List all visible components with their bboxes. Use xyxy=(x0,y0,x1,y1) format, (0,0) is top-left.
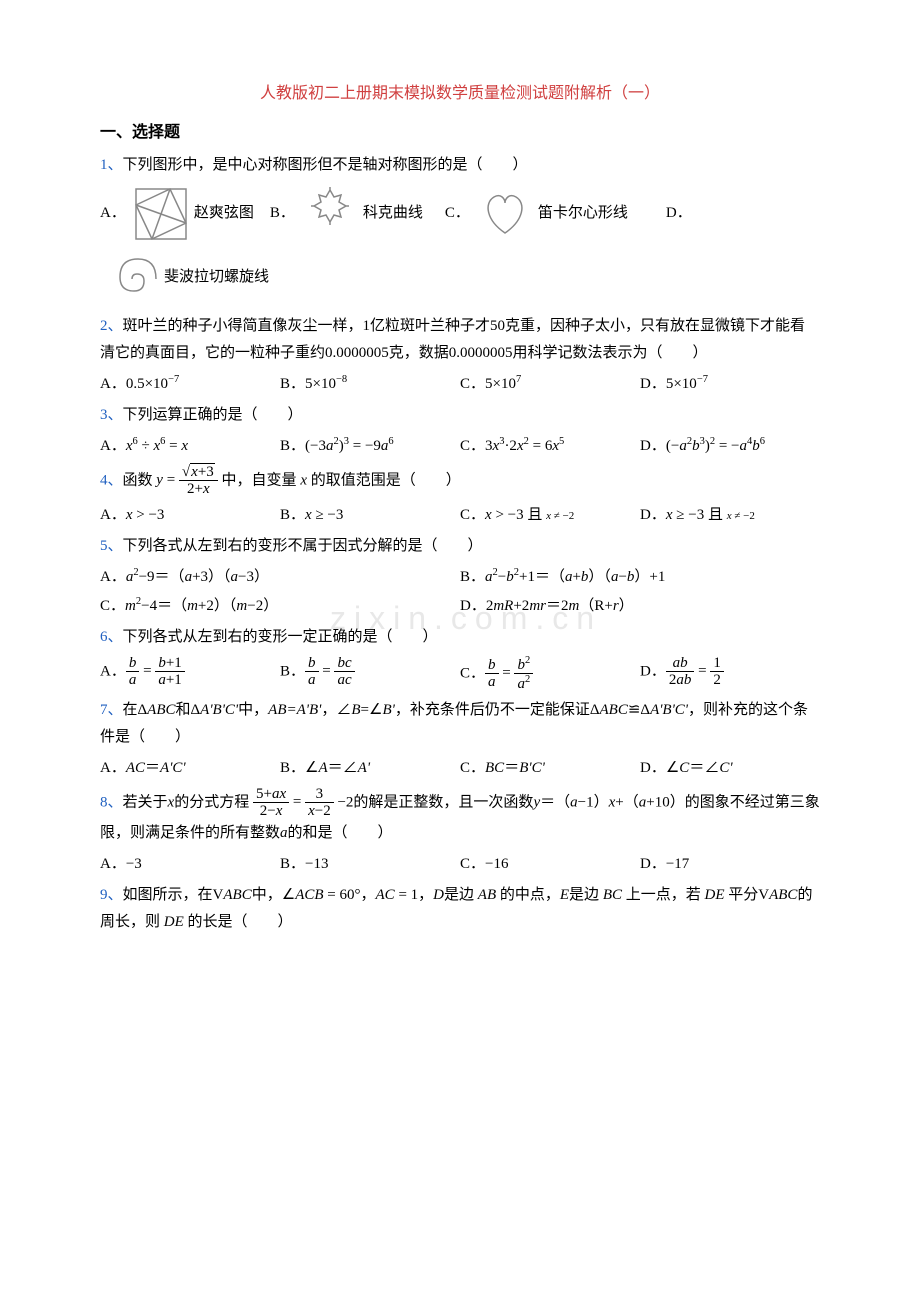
opt-a: A．x > −3 xyxy=(100,502,280,529)
q4-expr: y = √x+32+x xyxy=(156,472,218,488)
opt-d: D．2mR+2mr＝2m（R+r） xyxy=(460,593,820,620)
stem: 在ΔABC和ΔA'B'C'中，AB=A'B'，∠B=∠B'，补充条件后仍不一定能… xyxy=(100,702,808,745)
opt-a: A．0.5×10−7 xyxy=(100,371,280,398)
doc-title: 人教版初二上册期末模拟数学质量检测试题附解析（一） xyxy=(100,80,820,109)
opt-c: C．m2−4＝（m+2）（m−2） xyxy=(100,593,460,620)
stem-p1: 函数 xyxy=(123,472,157,488)
opt-b: B．ba = bcac xyxy=(280,655,460,693)
q8-options: A．−3 B．−13 C．−16 D．−17 xyxy=(100,851,820,878)
opt-b: B．−13 xyxy=(280,851,460,878)
opt-a: A．a2−9＝（a+3）（a−3） xyxy=(100,564,460,591)
stem: 下列图形中，是中心对称图形但不是轴对称图形的是（ ） xyxy=(123,157,528,173)
opt-a: A．x6 ÷ x6 = x xyxy=(100,433,280,460)
q1-choices-row1: A． 赵爽弦图 B． 科克曲线 C． 笛卡尔心形线 D． xyxy=(100,185,820,243)
label-d: D． xyxy=(666,200,692,227)
question-1: 1、下列图形中，是中心对称图形但不是轴对称图形的是（ ） xyxy=(100,152,820,179)
heart-icon xyxy=(476,185,534,243)
q4-options: A．x > −3 B．x ≥ −3 C．x > −3 且 x ≠ −2 D．x … xyxy=(100,502,820,529)
qnum: 2、 xyxy=(100,318,123,334)
qnum: 9、 xyxy=(100,887,123,903)
q1-choices-row2: 斐波拉切螺旋线 xyxy=(100,249,820,307)
qnum: 1、 xyxy=(100,157,123,173)
qnum: 5、 xyxy=(100,538,123,554)
question-9: 9、如图所示，在VABC中，∠ACB = 60°，AC = 1，D是边 AB 的… xyxy=(100,882,820,936)
opt-c: C．x > −3 且 x ≠ −2 xyxy=(460,502,640,529)
text-d: 斐波拉切螺旋线 xyxy=(164,264,269,291)
question-6: 6、下列各式从左到右的变形一定正确的是（ ） xyxy=(100,624,820,651)
opt-d: D．−17 xyxy=(640,851,820,878)
stem: 下列各式从左到右的变形一定正确的是（ ） xyxy=(123,629,438,645)
opt-d: D．ab2ab = 12 xyxy=(640,655,820,693)
opt-d: D．x ≥ −3 且 x ≠ −2 xyxy=(640,502,820,529)
label-a: A． xyxy=(100,200,126,227)
qnum: 7、 xyxy=(100,702,123,718)
stem-p3: 的取值范围是（ ） xyxy=(307,472,461,488)
opt-b: B．x ≥ −3 xyxy=(280,502,460,529)
opt-b: B．a2−b2+1＝（a+b）（a−b）+1 xyxy=(460,564,820,591)
qnum: 4、 xyxy=(100,472,123,488)
stem: 斑叶兰的种子小得简直像灰尘一样，1亿粒斑叶兰种子才50克重，因种子太小，只有放在… xyxy=(100,318,805,361)
opt-b: B．∠A＝∠A' xyxy=(280,755,460,782)
qnum: 8、 xyxy=(100,794,123,810)
question-4: 4、函数 y = √x+32+x 中，自变量 x 的取值范围是（ ） xyxy=(100,464,820,498)
opt-c: C．BC＝B'C' xyxy=(460,755,640,782)
spiral-icon xyxy=(102,249,160,307)
koch-icon xyxy=(301,185,359,243)
qnum: 3、 xyxy=(100,407,123,423)
text-b: 科克曲线 xyxy=(363,200,423,227)
opt-a: A．ba = b+1a+1 xyxy=(100,655,280,693)
opt-a: A．−3 xyxy=(100,851,280,878)
opt-d: D．∠C＝∠C' xyxy=(640,755,820,782)
question-7: 7、在ΔABC和ΔA'B'C'中，AB=A'B'，∠B=∠B'，补充条件后仍不一… xyxy=(100,697,820,751)
qnum: 6、 xyxy=(100,629,123,645)
text-c: 笛卡尔心形线 xyxy=(538,200,628,227)
page-container: zixin.com.cn 人教版初二上册期末模拟数学质量检测试题附解析（一） 一… xyxy=(100,80,820,936)
section-heading: 一、选择题 xyxy=(100,119,820,148)
q5-options-1: A．a2−9＝（a+3）（a−3） B．a2−b2+1＝（a+b）（a−b）+1 xyxy=(100,564,820,591)
label-c: C． xyxy=(445,200,470,227)
var-x: x xyxy=(300,472,307,488)
question-3: 3、下列运算正确的是（ ） xyxy=(100,402,820,429)
stem-p2: 中，自变量 xyxy=(222,472,301,488)
stem: 下列运算正确的是（ ） xyxy=(123,407,303,423)
opt-d: D．5×10−7 xyxy=(640,371,820,398)
question-2: 2、斑叶兰的种子小得简直像灰尘一样，1亿粒斑叶兰种子才50克重，因种子太小，只有… xyxy=(100,313,820,367)
zhaoshuang-icon xyxy=(132,185,190,243)
label-b: B． xyxy=(270,200,295,227)
opt-a: A．AC＝A'C' xyxy=(100,755,280,782)
text-a: 赵爽弦图 xyxy=(194,200,254,227)
stem-p1: 若关于x的分式方程 xyxy=(123,794,253,810)
question-5: 5、下列各式从左到右的变形不属于因式分解的是（ ） xyxy=(100,533,820,560)
opt-b: B．5×10−8 xyxy=(280,371,460,398)
stem: 下列各式从左到右的变形不属于因式分解的是（ ） xyxy=(123,538,483,554)
q8-expr: 5+ax2−x = 3x−2 xyxy=(253,794,334,810)
q6-options: A．ba = b+1a+1 B．ba = bcac C．ba = b2a2 D．… xyxy=(100,655,820,693)
q3-options: A．x6 ÷ x6 = x B．(−3a2)3 = −9a6 C．3x3·2x2… xyxy=(100,433,820,460)
q5-options-2: C．m2−4＝（m+2）（m−2） D．2mR+2mr＝2m（R+r） xyxy=(100,593,820,620)
opt-c: C．3x3·2x2 = 6x5 xyxy=(460,433,640,460)
q7-options: A．AC＝A'C' B．∠A＝∠A' C．BC＝B'C' D．∠C＝∠C' xyxy=(100,755,820,782)
opt-c: C．−16 xyxy=(460,851,640,878)
opt-c: C．ba = b2a2 xyxy=(460,655,640,693)
opt-b: B．(−3a2)3 = −9a6 xyxy=(280,433,460,460)
stem: 如图所示，在VABC中，∠ACB = 60°，AC = 1，D是边 AB 的中点… xyxy=(100,887,812,930)
opt-c: C．5×107 xyxy=(460,371,640,398)
question-8: 8、若关于x的分式方程 5+ax2−x = 3x−2 −2的解是正整数，且一次函… xyxy=(100,786,820,847)
opt-d: D．(−a2b3)2 = −a4b6 xyxy=(640,433,820,460)
q2-options: A．0.5×10−7 B．5×10−8 C．5×107 D．5×10−7 xyxy=(100,371,820,398)
